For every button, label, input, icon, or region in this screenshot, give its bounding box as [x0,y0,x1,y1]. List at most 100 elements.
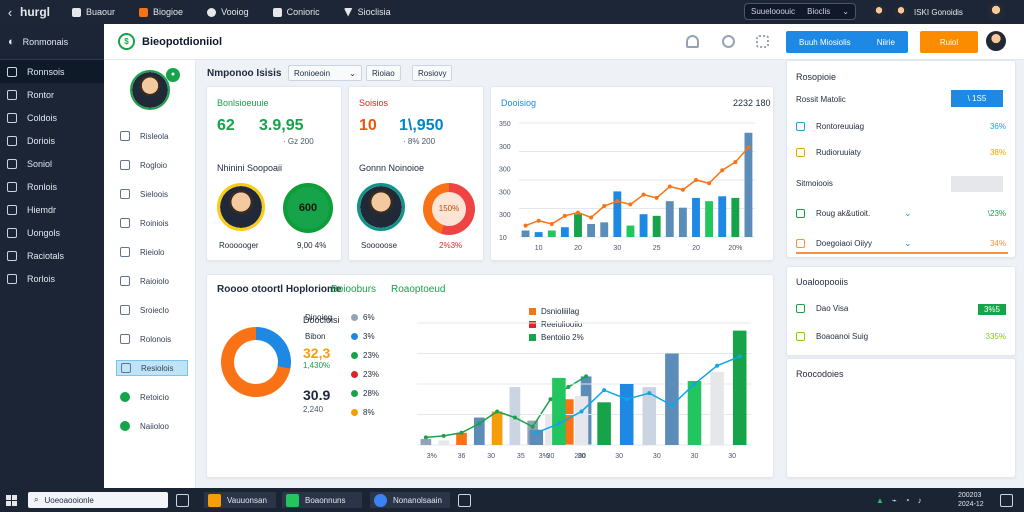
line-point[interactable] [530,424,535,429]
sidebar-head[interactable]: ◐ Ronmonais [0,24,104,60]
taskbar-app-1[interactable]: Vauuonsan [204,492,276,508]
line-point[interactable] [746,145,751,150]
line-point[interactable] [720,168,725,173]
line-point[interactable] [692,382,697,386]
line-point[interactable] [441,433,446,438]
taskbar-app-3[interactable]: Nonanolsaain [370,492,450,508]
subnav-item-3[interactable]: Sieloois [120,186,190,202]
bar[interactable] [587,223,596,237]
bar[interactable] [678,207,687,237]
report-row[interactable]: Rudioruuiaty 38% [796,145,1008,163]
line-point[interactable] [459,430,464,435]
bar[interactable] [597,402,611,445]
arrow-left-icon[interactable]: ‹ [7,4,13,20]
bar[interactable] [642,387,657,445]
sidebar-item-2[interactable]: Rontor [0,83,104,106]
tab-a[interactable]: Boiooburs [331,284,377,295]
chevron-down-icon[interactable]: ⌄ [904,208,912,218]
line-point[interactable] [647,391,652,396]
topbar-item-2[interactable]: Biogioe [139,7,183,17]
bar[interactable] [560,227,569,237]
line-point[interactable] [512,415,517,420]
report-button[interactable]: \ 1S5 [951,90,1003,107]
bar[interactable] [705,201,714,237]
bar[interactable] [731,197,740,237]
avatar[interactable] [872,5,886,19]
line-point[interactable] [576,210,580,215]
person-avatar[interactable] [357,183,405,231]
chevron-down-icon[interactable]: ⌄ [842,7,849,16]
subnav-item-9[interactable]: Resiolois [116,360,188,376]
subnav-item-4[interactable]: Roiniois [120,215,190,231]
sidebar-item-3[interactable]: Coldois [0,106,104,129]
bar[interactable] [639,214,648,237]
line-point[interactable] [495,409,500,414]
primary-action-button[interactable]: Buuh Miosiolis Niirie [786,31,908,53]
bar[interactable] [456,432,467,445]
filter-dropdown[interactable]: Ronioeoin ⌄ [288,65,362,81]
bar[interactable] [521,230,530,237]
line-point[interactable] [641,192,646,197]
line-point[interactable] [667,184,672,189]
secondary-action-button[interactable]: Ruiol [920,31,978,53]
subnav-item-5[interactable]: Rieiolo [120,244,190,260]
bar[interactable] [665,353,679,446]
line-point[interactable] [423,435,428,440]
line-point[interactable] [523,223,528,228]
avatar[interactable] [986,31,1006,51]
report-row[interactable]: Roug ak&utioit. ⌄ \23% [796,206,1008,224]
bar[interactable] [665,201,674,237]
bar[interactable] [574,396,589,445]
line-point[interactable] [589,215,594,220]
person-avatar[interactable] [217,183,265,231]
user-icon[interactable] [722,35,735,48]
line-point[interactable] [733,160,738,165]
bar[interactable] [687,380,702,445]
bar[interactable] [744,132,753,237]
sidebar-item-8[interactable]: Uongols [0,221,104,244]
chevron-down-icon[interactable]: ⌄ [904,238,912,248]
line-point[interactable] [707,181,712,186]
report-row[interactable]: Doegoiaoi Oiiyy ⌄ 34% [796,236,1008,254]
tab-b[interactable]: Roaoptoeud [391,284,446,295]
bar[interactable] [534,232,543,237]
line-point[interactable] [624,397,629,402]
subnav-item-2[interactable]: Rogloio [120,157,190,173]
line-point[interactable] [737,354,742,359]
start-button[interactable] [6,492,17,508]
bar[interactable] [545,414,556,446]
bar[interactable] [652,215,661,237]
bar[interactable] [438,440,450,445]
sidebar-item-1[interactable]: Ronnsois [0,60,104,83]
avatar[interactable] [894,5,908,19]
bar[interactable] [547,230,556,237]
subnav-item-1[interactable]: Risleola [120,128,190,144]
sidebar-item-10[interactable]: Rorlois [0,267,104,290]
line-point[interactable] [680,187,685,192]
tray-icons[interactable]: ▲ ⌁ ◔ ♪ [876,495,922,505]
subnav-item-6[interactable]: Raioiolo [120,273,190,289]
filter-chip-2[interactable]: Rosiovy [412,65,453,81]
subnav-item-11[interactable]: Naiioloo [120,418,190,434]
line-point[interactable] [669,403,674,408]
line-point[interactable] [477,421,482,426]
report-row[interactable]: Rontoreuuiag 36% [796,119,1008,137]
bar[interactable] [529,429,544,445]
report-row[interactable]: Boaoanoi Suig 335% [796,329,1008,347]
chat-icon[interactable] [458,492,477,508]
sidebar-toggle-icon[interactable]: ◐ [8,35,15,48]
bar[interactable] [574,214,582,237]
bar[interactable] [710,371,724,445]
bar[interactable] [552,377,566,445]
line-point[interactable] [628,202,633,207]
line-point[interactable] [549,221,554,226]
line-point[interactable] [536,218,541,223]
bar[interactable] [562,399,574,445]
line-point[interactable] [566,385,571,390]
line-point[interactable] [654,195,659,200]
line-point[interactable] [602,388,607,393]
bar[interactable] [613,191,622,237]
bar[interactable] [692,197,700,237]
sidebar-item-6[interactable]: Ronlois [0,175,104,198]
placeholder-button[interactable] [951,176,1003,192]
